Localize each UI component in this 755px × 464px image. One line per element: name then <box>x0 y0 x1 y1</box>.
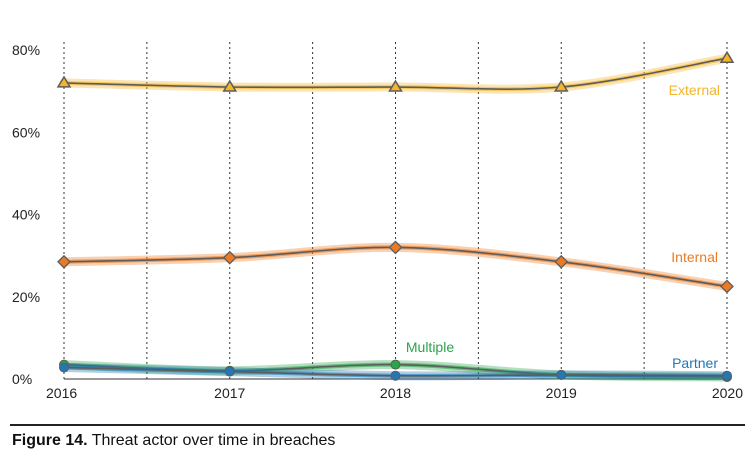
x-tick-label: 2017 <box>214 385 245 401</box>
figure-caption: Figure 14. Threat actor over time in bre… <box>12 432 335 450</box>
partner-point <box>390 370 401 381</box>
y-tick-label: 20% <box>12 289 40 305</box>
partner-point <box>59 362 69 373</box>
x-tick-label: 2020 <box>712 385 743 401</box>
external-point <box>388 79 403 92</box>
internal-point <box>388 240 403 255</box>
multiple-point <box>390 359 401 370</box>
x-tick-label: 2018 <box>380 385 411 401</box>
partner-series-label: Partner <box>672 355 718 371</box>
internal-series-label: Internal <box>671 249 718 265</box>
external-point <box>719 50 735 63</box>
partner-point <box>556 369 567 380</box>
x-tick-label: 2019 <box>546 385 577 401</box>
external-series-label: External <box>669 82 720 98</box>
y-tick-label: 40% <box>12 207 40 223</box>
y-tick-label: 0% <box>12 371 32 387</box>
partner-point <box>224 366 235 377</box>
external-point <box>222 79 238 92</box>
external-point <box>553 79 569 92</box>
figure-number: Figure 14. <box>12 432 88 449</box>
caption-divider <box>10 424 745 426</box>
y-tick-label: 80% <box>12 42 40 58</box>
internal-point <box>57 254 71 269</box>
external-point <box>56 75 72 88</box>
multiple-series-label: Multiple <box>406 339 454 355</box>
internal-point <box>222 250 237 265</box>
internal-point <box>554 254 569 269</box>
internal-point <box>720 279 734 294</box>
threat-actor-line-chart: 0% 20% 40% 60% 80% 2016 2017 2018 2019 2020 Extern… <box>12 42 743 401</box>
figure-caption-text: Threat actor over time in breaches <box>87 432 336 449</box>
y-tick-label: 60% <box>12 124 40 140</box>
x-tick-label: 2016 <box>46 385 77 401</box>
partner-point <box>722 370 732 381</box>
